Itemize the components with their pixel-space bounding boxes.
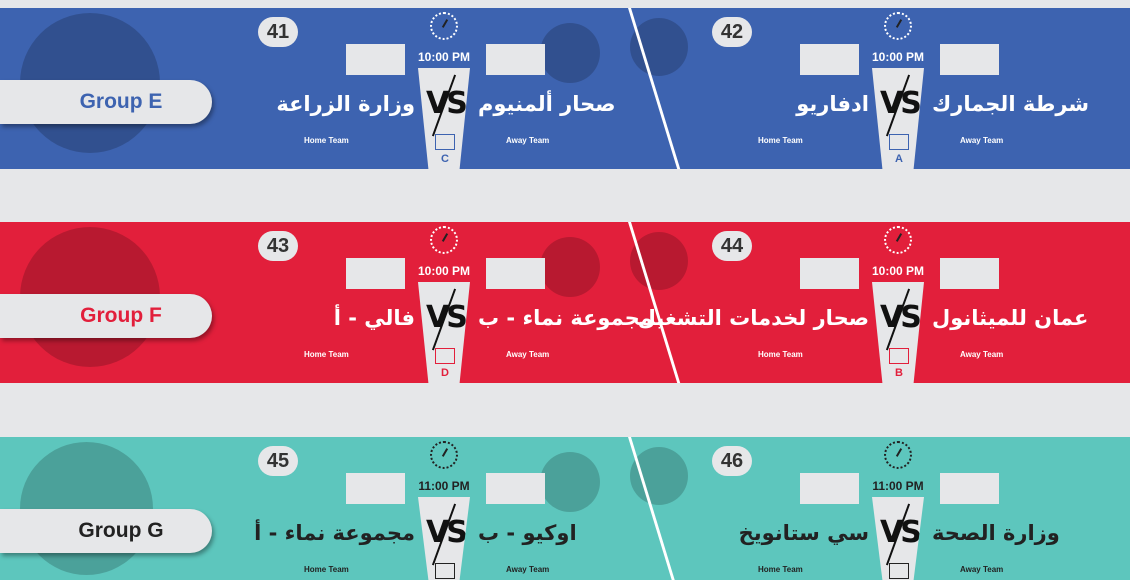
match-card: 45 11:00 PM VS مجموعة نماء - أ اوكيو - ب Home…: [254, 437, 710, 580]
match-time: 11:00 PM: [872, 479, 924, 493]
stadium-icon: [435, 134, 455, 150]
clock-icon: [430, 441, 458, 469]
away-team-label: Away Team: [960, 565, 1004, 574]
vs-text: VS: [880, 300, 922, 335]
match-time: 10:00 PM: [417, 264, 471, 278]
clock-icon: [884, 12, 912, 40]
clock-icon: [430, 226, 458, 254]
match-number: 42: [712, 17, 752, 47]
clock-icon: [884, 226, 912, 254]
home-score-box: [346, 258, 405, 289]
vs-badge: VS B: [872, 282, 924, 383]
match-time: 10:00 PM: [417, 50, 471, 64]
match-card: 46 11:00 PM VS سي ستانويخ وزارة الصحة Home Te…: [712, 437, 1130, 580]
group-label: Group G: [0, 509, 212, 553]
vs-badge: VS A: [872, 68, 924, 169]
vs-badge: VS D: [418, 282, 470, 383]
vs-text: VS: [880, 515, 922, 550]
stadium-icon: [889, 348, 909, 364]
vs-text: VS: [426, 86, 468, 121]
away-team-name: مجموعة نماء - ب: [478, 306, 653, 330]
clock-icon: [884, 441, 912, 469]
home-team-label: Home Team: [758, 350, 803, 359]
match-number: 41: [258, 17, 298, 47]
away-score-box: [940, 258, 999, 289]
match-number: 45: [258, 446, 298, 476]
away-score-box: [940, 473, 999, 504]
home-score-box: [800, 258, 859, 289]
away-team-label: Away Team: [506, 565, 550, 574]
group-band: Group F 44 10:00 PM VS B صحار لخدمات التشغيل ع…: [0, 222, 1130, 383]
venue-letter: C: [441, 153, 449, 165]
away-team-name: وزارة الصحة: [932, 521, 1060, 545]
home-team-label: Home Team: [304, 350, 349, 359]
home-team-label: Home Team: [304, 565, 349, 574]
vs-text: VS: [880, 86, 922, 121]
vs-badge: VS: [418, 497, 470, 580]
soccer-ball-icon: [540, 23, 600, 83]
away-score-box: [486, 258, 545, 289]
home-team-name: ادفاريو: [796, 92, 869, 116]
group-label: Group F: [0, 294, 212, 338]
venue-letter: D: [441, 367, 449, 379]
home-team-name: صحار لخدمات التشغيل: [637, 306, 869, 330]
match-card: 41 10:00 PM VS C وزارة الزراعة صحار ألمنيوم Ho…: [258, 8, 710, 169]
away-team-label: Away Team: [960, 136, 1004, 145]
home-team-name: فالي - أ: [333, 306, 415, 330]
match-number: 43: [258, 231, 298, 261]
match-number: 44: [712, 231, 752, 261]
match-number: 46: [712, 446, 752, 476]
match-time: 10:00 PM: [871, 264, 925, 278]
away-team-label: Away Team: [506, 136, 550, 145]
match-card: 43 10:00 PM VS D فالي - أ مجموعة نماء - ب Home…: [258, 222, 710, 383]
vs-text: VS: [426, 515, 468, 550]
group-band: Group G 46 11:00 PM VS سي ستانويخ وزارة الصحة…: [0, 437, 1130, 580]
home-team-name: وزارة الزراعة: [276, 92, 415, 116]
match-card: 44 10:00 PM VS B صحار لخدمات التشغيل عمان للم…: [638, 222, 1130, 383]
stadium-icon: [889, 134, 909, 150]
match-time: 10:00 PM: [871, 50, 925, 64]
away-team-name: شرطة الجمارك: [932, 92, 1090, 116]
match-card: 42 10:00 PM VS A ادفاريو شرطة الجمارك Home Tea…: [712, 8, 1130, 169]
venue-letter: B: [895, 367, 903, 379]
vs-text: VS: [426, 300, 468, 335]
soccer-ball-icon: [540, 452, 600, 512]
away-team-label: Away Team: [960, 350, 1004, 359]
away-score-box: [486, 44, 545, 75]
away-team-label: Away Team: [506, 350, 550, 359]
stadium-icon: [889, 563, 909, 579]
home-team-label: Home Team: [758, 565, 803, 574]
home-team-label: Home Team: [304, 136, 349, 145]
home-score-box: [346, 473, 405, 504]
home-score-box: [800, 473, 859, 504]
away-team-name: اوكيو - ب: [478, 521, 577, 545]
clock-icon: [430, 12, 458, 40]
home-team-name: مجموعة نماء - أ: [254, 521, 415, 545]
away-score-box: [486, 473, 545, 504]
soccer-ball-icon: [540, 237, 600, 297]
away-team-name: صحار ألمنيوم: [478, 92, 616, 116]
stadium-icon: [435, 563, 455, 579]
home-team-label: Home Team: [758, 136, 803, 145]
vs-badge: VS: [872, 497, 924, 580]
away-team-name: عمان للميثانول: [932, 306, 1089, 330]
home-score-box: [346, 44, 405, 75]
match-time: 11:00 PM: [418, 479, 470, 493]
group-label: Group E: [0, 80, 212, 124]
away-score-box: [940, 44, 999, 75]
group-band: Group E 42 10:00 PM VS A ادفاريو شرطة الجمارك H…: [0, 8, 1130, 169]
venue-letter: A: [895, 153, 903, 165]
home-team-name: سي ستانويخ: [738, 521, 869, 545]
stadium-icon: [435, 348, 455, 364]
home-score-box: [800, 44, 859, 75]
vs-badge: VS C: [418, 68, 470, 169]
